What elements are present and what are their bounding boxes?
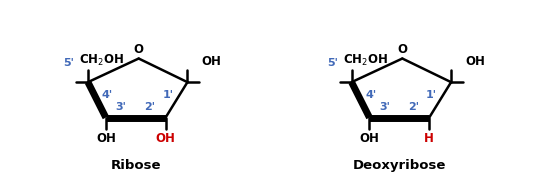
Text: 5': 5' <box>327 58 338 68</box>
Text: 1': 1' <box>162 90 174 100</box>
Text: CH$_2$OH: CH$_2$OH <box>79 53 124 68</box>
Text: Ribose: Ribose <box>110 159 161 172</box>
Text: H: H <box>424 132 434 145</box>
Text: OH: OH <box>201 55 221 68</box>
Text: OH: OH <box>465 55 485 68</box>
Text: Deoxyribose: Deoxyribose <box>352 159 446 172</box>
Text: 5': 5' <box>63 58 74 68</box>
Text: CH$_2$OH: CH$_2$OH <box>343 53 388 68</box>
Text: OH: OH <box>359 132 380 145</box>
Text: O: O <box>397 43 407 56</box>
Text: O: O <box>134 43 144 56</box>
Text: OH: OH <box>96 132 116 145</box>
Text: 3': 3' <box>116 102 127 112</box>
Text: 4': 4' <box>365 90 377 100</box>
Text: 1': 1' <box>426 90 437 100</box>
Text: 2': 2' <box>144 102 156 112</box>
Text: 2': 2' <box>408 102 419 112</box>
Text: OH: OH <box>156 132 175 145</box>
Text: 4': 4' <box>102 90 113 100</box>
Text: 3': 3' <box>380 102 390 112</box>
